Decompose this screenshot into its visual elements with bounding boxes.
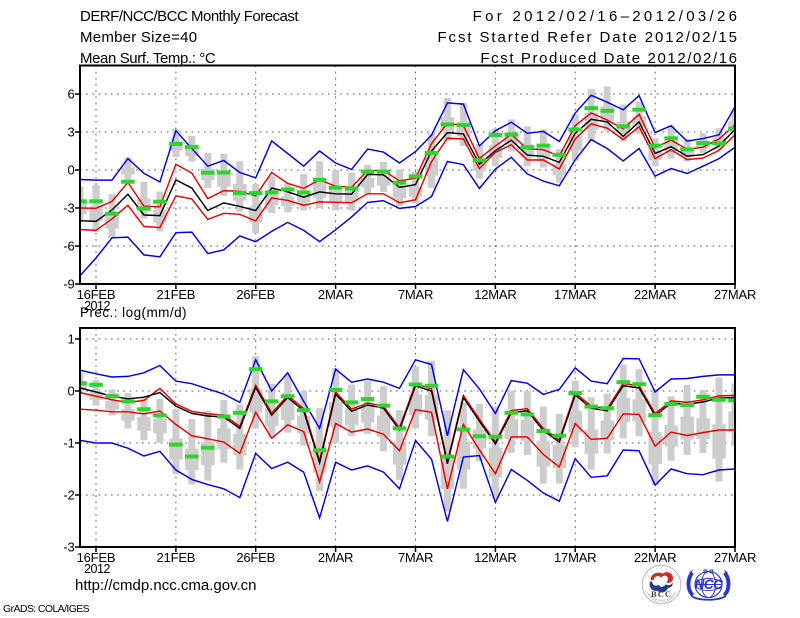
svg-text:-3: -3 xyxy=(63,201,74,216)
svg-text:2MAR: 2MAR xyxy=(318,550,353,565)
svg-text:Prec.: log(mm/d): Prec.: log(mm/d) xyxy=(80,305,187,320)
svg-text:16FEB: 16FEB xyxy=(77,287,116,302)
svg-text:26FEB: 26FEB xyxy=(236,287,275,302)
svg-text:26FEB: 26FEB xyxy=(236,550,275,565)
svg-text:12MAR: 12MAR xyxy=(474,550,516,565)
svg-text:For 2012/02/16–2012/03/26: For 2012/02/16–2012/03/26 xyxy=(473,8,741,25)
svg-text:21FEB: 21FEB xyxy=(157,550,196,565)
svg-text:12MAR: 12MAR xyxy=(474,287,516,302)
svg-text:0: 0 xyxy=(67,384,74,399)
svg-text:NCC: NCC xyxy=(695,577,723,592)
svg-text:3: 3 xyxy=(67,125,74,140)
svg-text:17MAR: 17MAR xyxy=(554,287,596,302)
svg-text:Mean Surf. Temp.: °C: Mean Surf. Temp.: °C xyxy=(80,50,216,67)
svg-text:2MAR: 2MAR xyxy=(318,287,353,302)
svg-text:-9: -9 xyxy=(63,277,74,292)
svg-text:BCC: BCC xyxy=(651,589,672,599)
svg-text:-2: -2 xyxy=(63,488,74,503)
svg-text:7MAR: 7MAR xyxy=(398,287,433,302)
svg-text:Fcst Started Refer Date 2012/0: Fcst Started Refer Date 2012/02/15 xyxy=(437,29,738,46)
svg-text:27MAR: 27MAR xyxy=(714,287,756,302)
svg-text:17MAR: 17MAR xyxy=(554,550,596,565)
svg-text:0: 0 xyxy=(67,163,74,178)
svg-text:27MAR: 27MAR xyxy=(714,550,756,565)
svg-text:16FEB: 16FEB xyxy=(77,550,116,565)
svg-text:2012: 2012 xyxy=(84,299,110,313)
svg-text:-1: -1 xyxy=(63,436,74,451)
svg-text:6: 6 xyxy=(67,87,74,102)
svg-text:Member Size=40: Member Size=40 xyxy=(80,29,197,46)
svg-text:GrADS: COLA/IGES: GrADS: COLA/IGES xyxy=(3,603,90,615)
svg-text:1: 1 xyxy=(67,332,74,347)
svg-text:22MAR: 22MAR xyxy=(634,287,676,302)
svg-text:22MAR: 22MAR xyxy=(634,550,676,565)
svg-text:http://cmdp.ncc.cma.gov.cn: http://cmdp.ncc.cma.gov.cn xyxy=(75,577,256,594)
svg-text:-3: -3 xyxy=(63,540,74,555)
svg-text:DERF/NCC/BCC Monthly Forecast: DERF/NCC/BCC Monthly Forecast xyxy=(80,8,299,25)
svg-text:21FEB: 21FEB xyxy=(157,287,196,302)
svg-text:Fcst Produced Date 2012/02/16: Fcst Produced Date 2012/02/16 xyxy=(480,50,738,67)
svg-text:7MAR: 7MAR xyxy=(398,550,433,565)
svg-text:-6: -6 xyxy=(63,239,74,254)
svg-text:2012: 2012 xyxy=(84,562,110,576)
